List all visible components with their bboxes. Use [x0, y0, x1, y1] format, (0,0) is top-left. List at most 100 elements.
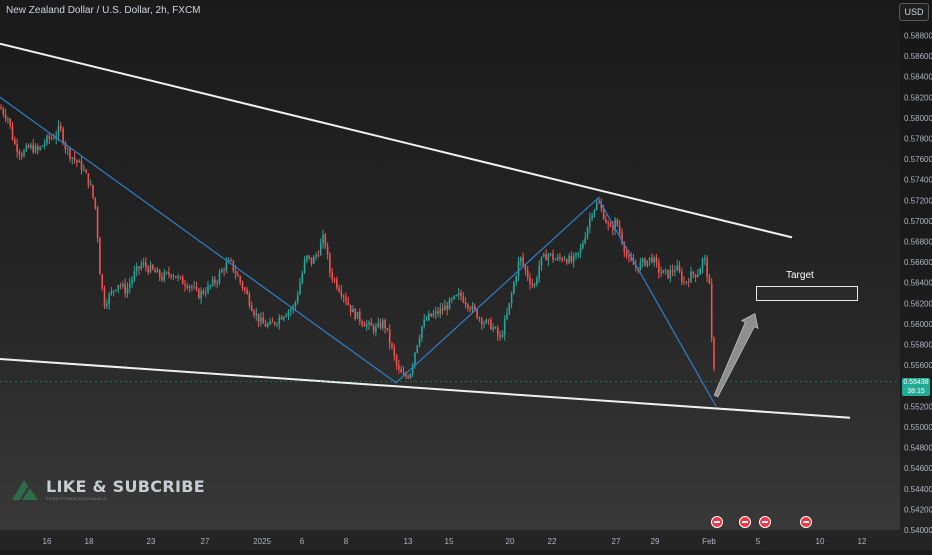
currency-button[interactable]: USD [899, 3, 929, 21]
candle-body [317, 255, 320, 256]
candle-body [646, 260, 649, 266]
candle-body [37, 145, 39, 150]
candle-body [662, 270, 665, 274]
candle-body [524, 264, 527, 271]
candle-body [186, 286, 189, 289]
candle-body [218, 272, 221, 283]
candle-body [609, 224, 612, 227]
time-tick-label: 27 [612, 537, 621, 546]
candle-body [618, 225, 621, 234]
candle-body [356, 311, 359, 319]
economic-event-icon[interactable] [800, 516, 812, 528]
candle-body [687, 281, 690, 283]
candle-body [370, 322, 373, 326]
candle-body [154, 269, 156, 273]
candle-body [602, 208, 605, 220]
candle-body [660, 272, 662, 274]
candle-body [106, 304, 108, 307]
price-tick-label: 0.54800 [904, 444, 932, 453]
time-axis[interactable]: 16 18 23 27 2025 6 8 13 15 20 22 27 29 Feb 5 10 12 [0, 530, 900, 550]
candle-body [322, 234, 324, 244]
candle-body [165, 272, 168, 273]
candle-body [140, 264, 143, 269]
candle-body [338, 287, 340, 292]
candle-body [632, 260, 635, 265]
candle-body [92, 184, 94, 198]
candle-body [149, 264, 152, 273]
target-zone-box[interactable] [756, 286, 858, 301]
candle-body [393, 347, 396, 356]
candle-body [193, 286, 195, 288]
price-tick-label: 0.58000 [904, 114, 932, 123]
candle-body [586, 227, 589, 238]
candle-body [248, 294, 251, 306]
candle-body [437, 311, 439, 314]
candle-body [283, 316, 285, 320]
candle-body [363, 324, 366, 327]
candle-body [600, 203, 603, 209]
candle-body [354, 308, 356, 319]
candle-body [108, 294, 110, 305]
candle-body [676, 265, 678, 271]
candle-body [347, 301, 350, 305]
candle-body [653, 257, 655, 263]
candle-body [699, 268, 701, 275]
candle-body [405, 374, 407, 377]
candle-body [4, 114, 7, 119]
candle-body [598, 202, 600, 204]
candle-body [503, 319, 506, 335]
time-tick-label: 13 [404, 537, 413, 546]
candle-body [704, 258, 706, 260]
price-tick-label: 0.57800 [904, 134, 932, 143]
candle-body [188, 286, 191, 289]
candle-body [462, 296, 465, 303]
candle-body [464, 302, 467, 305]
candle-body [439, 308, 442, 314]
candle-body [395, 355, 398, 365]
candle-body [359, 311, 361, 322]
price-axis[interactable]: 0.58800 0.58600 0.58400 0.58200 0.58000 0.578… [900, 0, 932, 550]
candle-body [710, 283, 713, 338]
candle-body [85, 169, 87, 174]
candle-body [713, 337, 715, 369]
price-tick-label: 0.56000 [904, 320, 932, 329]
candle-body [492, 327, 494, 330]
candle-body [607, 222, 609, 225]
candle-body [416, 345, 419, 353]
time-tick-label: 18 [85, 537, 94, 546]
candle-body [572, 255, 575, 262]
time-tick-label: 6 [300, 537, 305, 546]
candle-body [306, 255, 308, 261]
economic-event-icon[interactable] [739, 516, 751, 528]
candle-body [294, 302, 297, 307]
candle-body [23, 150, 25, 157]
symbol-title[interactable]: New Zealand Dollar / U.S. Dollar, 2h, FX… [6, 5, 201, 16]
time-tick-label: 20 [506, 537, 515, 546]
last-price-value: 0.55438 [903, 379, 929, 386]
price-tick-label: 0.57400 [904, 176, 932, 185]
zigzag-pattern-line[interactable] [0, 96, 717, 407]
candle-body [181, 277, 184, 285]
price-tick-label: 0.58200 [904, 93, 932, 102]
candle-body [101, 274, 103, 289]
trendline-channel-top[interactable] [0, 42, 793, 239]
candle-body [32, 144, 34, 153]
candle-body [41, 145, 44, 147]
economic-event-icon[interactable] [759, 516, 771, 528]
price-tick-label: 0.54400 [904, 485, 932, 494]
target-arrow[interactable] [713, 312, 759, 398]
trendline-channel-bottom[interactable] [0, 357, 851, 419]
candle-body [655, 257, 658, 263]
candle-body [264, 323, 267, 327]
candle-body [584, 237, 586, 244]
candle-body [625, 251, 628, 256]
candle-body [533, 284, 536, 286]
candle-body [593, 209, 596, 216]
candle-body [184, 284, 186, 287]
economic-event-icon[interactable] [711, 516, 723, 528]
time-tick-label: 29 [651, 537, 660, 546]
candle-body [430, 313, 432, 317]
candle-body [200, 290, 202, 299]
